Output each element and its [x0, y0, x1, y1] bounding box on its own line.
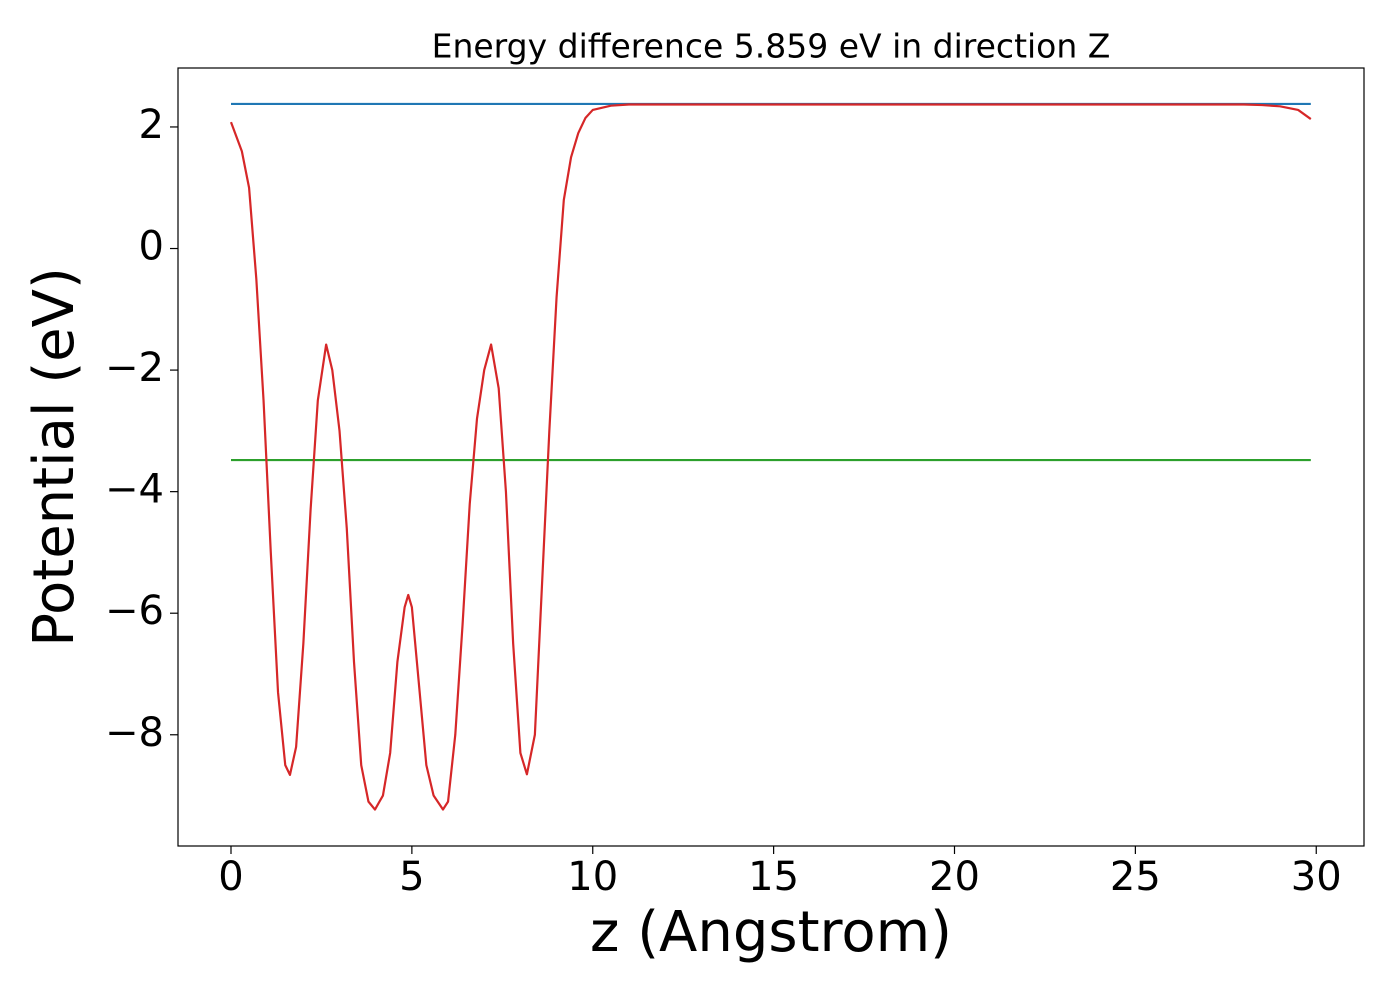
y-tick-label: −8: [105, 710, 164, 756]
x-tick-label: 10: [567, 854, 618, 900]
y-tick-label: −6: [105, 588, 164, 634]
x-tick-label: 0: [218, 854, 243, 900]
series-line: [229, 103, 1312, 811]
x-tick-label: 30: [1291, 854, 1342, 900]
y-tick-label: 0: [139, 224, 164, 270]
y-axis-label: Potential (eV): [22, 267, 87, 647]
y-tick-label: −2: [105, 345, 164, 391]
x-tick-label: 15: [748, 854, 799, 900]
plot-frame: [177, 67, 1365, 847]
y-tick-label: −4: [105, 467, 164, 513]
y-tick-label: 2: [139, 102, 164, 148]
x-tick-label: 20: [929, 854, 980, 900]
x-axis-label: z (Angstrom): [590, 900, 952, 965]
x-tick-label: 25: [1110, 854, 1161, 900]
x-tick-label: 5: [399, 854, 424, 900]
chart-title: Energy difference 5.859 eV in direction …: [432, 27, 1111, 66]
